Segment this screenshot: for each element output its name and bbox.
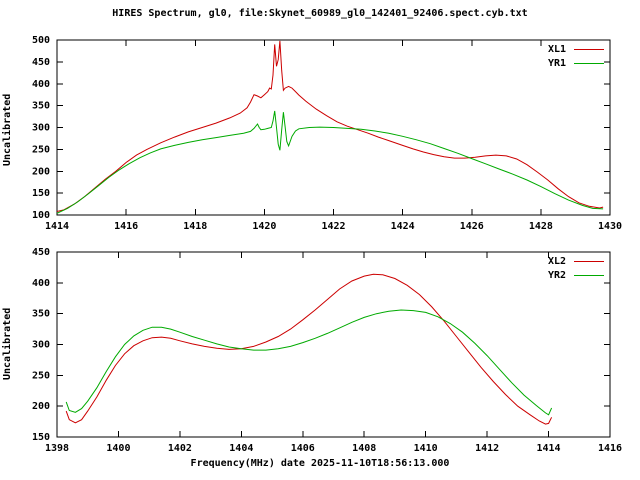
svg-text:1410: 1410 [414, 443, 438, 454]
svg-text:1400: 1400 [106, 443, 130, 454]
legend-entry-xl2: XL2 [548, 256, 604, 267]
svg-text:1428: 1428 [529, 221, 553, 232]
legend-label-yr1: YR1 [547, 58, 566, 69]
bottom-y-axis-label: Uncalibrated [2, 307, 13, 381]
legend-label-yr2: YR2 [547, 270, 566, 281]
svg-text:1422: 1422 [321, 221, 345, 232]
chart-title: HIRES Spectrum, gl0, file:Skynet_60989_g… [112, 8, 528, 19]
svg-text:1398: 1398 [45, 443, 69, 454]
svg-text:1414: 1414 [45, 221, 69, 232]
svg-text:450: 450 [32, 247, 50, 258]
svg-text:1402: 1402 [168, 443, 192, 454]
svg-text:250: 250 [32, 370, 50, 381]
legend-entry-yr1: YR1 [548, 58, 604, 69]
svg-text:400: 400 [32, 79, 50, 90]
svg-text:1418: 1418 [183, 221, 207, 232]
legend-entry-yr2: YR2 [548, 270, 604, 281]
svg-text:300: 300 [32, 340, 50, 351]
svg-text:200: 200 [32, 166, 50, 177]
legend-line-sample-red [574, 261, 604, 262]
legend-label-xl2: XL2 [547, 256, 566, 267]
svg-text:1430: 1430 [598, 221, 622, 232]
svg-text:350: 350 [32, 101, 50, 112]
svg-text:1414: 1414 [537, 443, 561, 454]
svg-text:1420: 1420 [252, 221, 276, 232]
svg-text:300: 300 [32, 123, 50, 134]
legend-label-xl1: XL1 [547, 44, 566, 55]
x-axis-label: Frequency(MHz) date 2025-11-10T18:56:13.… [190, 458, 450, 469]
svg-text:500: 500 [32, 35, 50, 46]
svg-text:350: 350 [32, 309, 50, 320]
svg-text:1404: 1404 [229, 443, 253, 454]
svg-text:250: 250 [32, 144, 50, 155]
svg-text:150: 150 [32, 432, 50, 443]
svg-text:1424: 1424 [391, 221, 415, 232]
svg-text:1416: 1416 [598, 443, 622, 454]
svg-text:1408: 1408 [352, 443, 376, 454]
svg-text:1406: 1406 [291, 443, 315, 454]
svg-text:200: 200 [32, 401, 50, 412]
svg-text:150: 150 [32, 188, 50, 199]
legend-entry-xl1: XL1 [548, 44, 604, 55]
svg-text:1412: 1412 [475, 443, 499, 454]
top-y-axis-label: Uncalibrated [2, 93, 13, 167]
legend-line-sample-green [574, 63, 604, 64]
svg-text:450: 450 [32, 57, 50, 68]
svg-text:1426: 1426 [460, 221, 484, 232]
bottom-panel-legend: XL2 YR2 [548, 256, 604, 281]
top-panel-legend: XL1 YR1 [548, 44, 604, 69]
svg-text:400: 400 [32, 278, 50, 289]
svg-text:1416: 1416 [114, 221, 138, 232]
svg-text:100: 100 [32, 210, 50, 221]
legend-line-sample-red [574, 49, 604, 50]
legend-line-sample-green [574, 275, 604, 276]
